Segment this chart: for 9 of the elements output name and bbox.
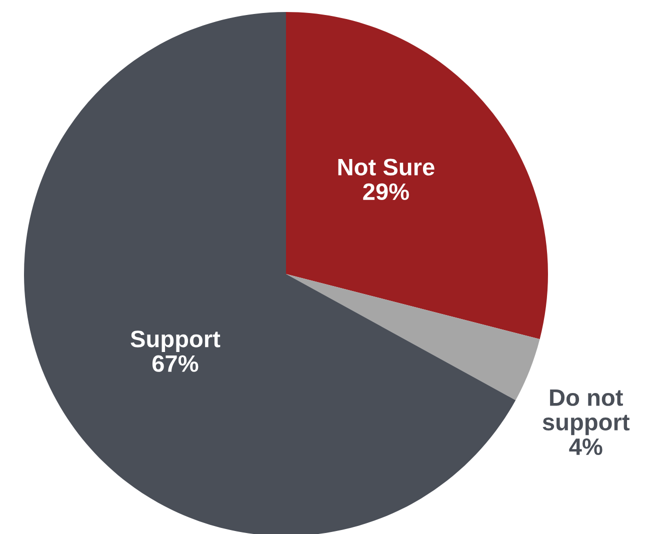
pie-slice [286,12,548,340]
pie-slice [24,12,516,534]
pie-slice [286,274,540,400]
data-label: 67% [152,355,198,372]
slice-label: Support [130,330,220,352]
slice-label: Do not support [542,389,630,436]
data-label: 4% [569,438,602,456]
slice-label: Not Sure [338,158,434,176]
data-label: 29% [363,183,409,200]
